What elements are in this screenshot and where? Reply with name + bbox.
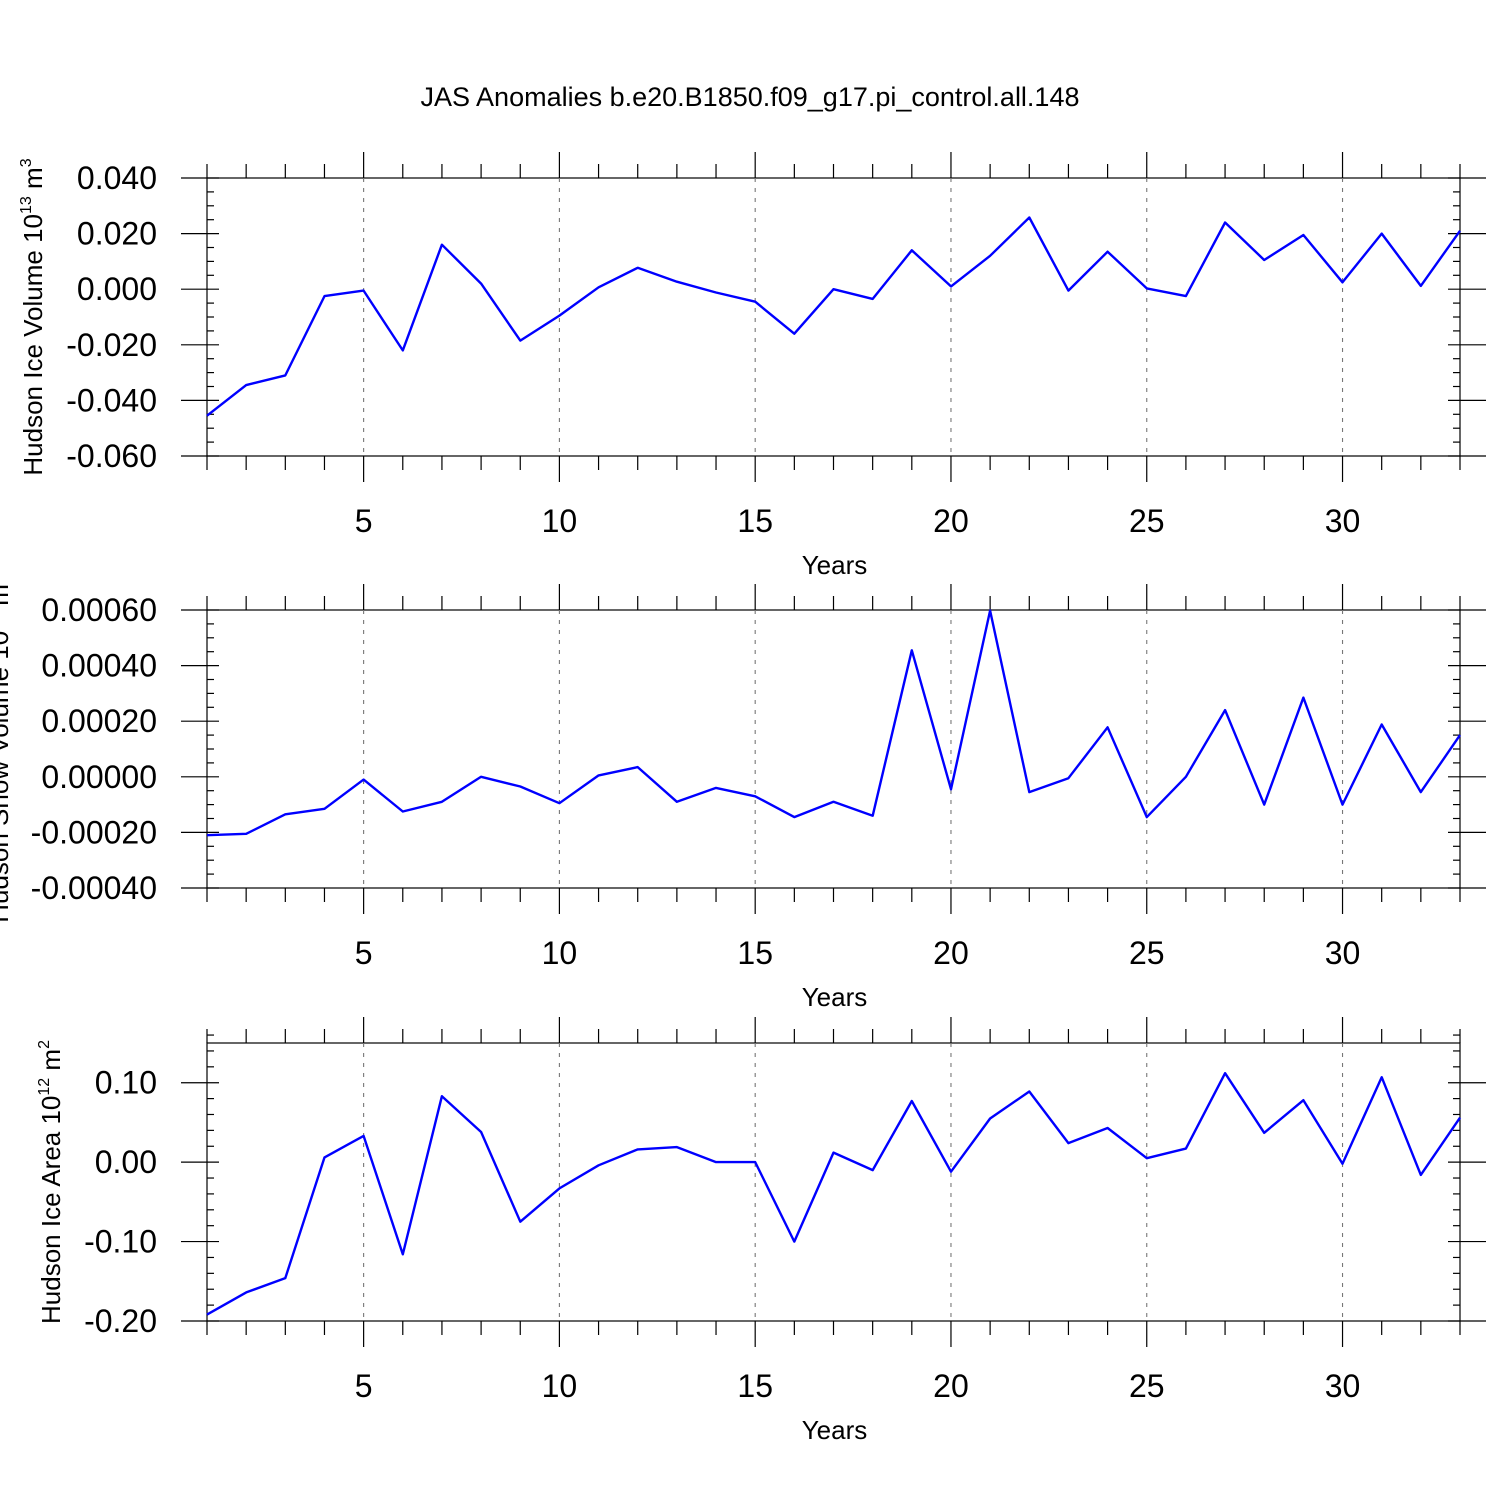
ice-volume-x-tick-label: 25 [1129,503,1165,539]
snow-volume-y-tick-label: 0.00040 [41,648,157,684]
ice-volume-plot-frame [206,177,1461,457]
ice-area-x-tick-label: 5 [355,1368,373,1404]
snow-volume-y-axis-label: Hudson Snow Volume 1013 m3 [0,575,14,923]
ice-volume-x-tick-label: 30 [1325,503,1361,539]
figure-title: JAS Anomalies b.e20.B1850.f09_g17.pi_con… [421,82,1080,112]
ice-volume-panel: 5 10 15 20 25 30 Years -0.060 -0.040 -0.020 0.000 0… [18,152,1486,580]
snow-volume-y-tick-label: -0.00040 [31,870,157,906]
ice-area-x-tick-label: 10 [542,1368,578,1404]
ice-volume-y-tick-label: -0.060 [66,438,157,474]
snow-volume-y-tick-label: 0.00000 [41,759,157,795]
ice-volume-y-tick-label: -0.040 [66,382,157,418]
snow-volume-plot-frame [206,609,1461,889]
snow-volume-x-tick-label: 15 [737,935,773,971]
snow-volume-x-tick-label: 10 [542,935,578,971]
ice-area-x-tick-label: 30 [1325,1368,1361,1404]
snow-volume-y-tick-label: 0.00060 [41,592,157,628]
snow-volume-x-tick-label: 30 [1325,935,1361,971]
snow-volume-y-tick-label: 0.00020 [41,703,157,739]
ice-area-y-tick-label: -0.20 [84,1303,157,1339]
ice-volume-y-tick-label: 0.040 [77,160,157,196]
ice-volume-x-tick-label: 10 [542,503,578,539]
snow-volume-x-tick-label: 25 [1129,935,1165,971]
ice-volume-y-tick-label: 0.020 [77,216,157,252]
ice-volume-x-axis-label: Years [802,550,868,580]
ice-volume-x-tick-label: 20 [933,503,969,539]
ice-volume-y-axis-label: Hudson Ice Volume 1013 m3 [18,158,48,475]
ice-volume-x-tick-label: 15 [737,503,773,539]
ice-volume-series-line [206,216,1461,417]
ice-volume-y-tick-label: 0.000 [77,271,157,307]
ice-area-y-tick-label: 0.00 [95,1144,157,1180]
ice-area-series-line [206,1071,1461,1316]
ice-area-x-tick-label: 25 [1129,1368,1165,1404]
ice-area-x-tick-label: 20 [933,1368,969,1404]
ice-area-y-tick-label: -0.10 [84,1224,157,1260]
ice-area-panel: 5 10 15 20 25 30 Years -0.20 -0.10 0.00 0.10 Hudson… [36,1017,1486,1445]
ice-area-x-axis-label: Years [802,1415,868,1445]
ice-area-x-tick-label: 15 [737,1368,773,1404]
ice-area-y-axis-label: Hudson Ice Area 1012 m2 [36,1040,66,1324]
snow-volume-panel: 5 10 15 20 25 30 Years -0.00040 -0.00020 0.00000 0… [0,575,1486,1012]
snow-volume-y-tick-label: -0.00020 [31,814,157,850]
snow-volume-x-tick-label: 5 [355,935,373,971]
snow-volume-x-axis-label: Years [802,982,868,1012]
ice-area-plot-frame [206,1042,1461,1322]
ice-volume-x-tick-label: 5 [355,503,373,539]
ice-area-y-tick-label: 0.10 [95,1065,157,1101]
ice-volume-y-tick-label: -0.020 [66,327,157,363]
snow-volume-x-tick-label: 20 [933,935,969,971]
snow-volume-series-line [206,609,1461,837]
